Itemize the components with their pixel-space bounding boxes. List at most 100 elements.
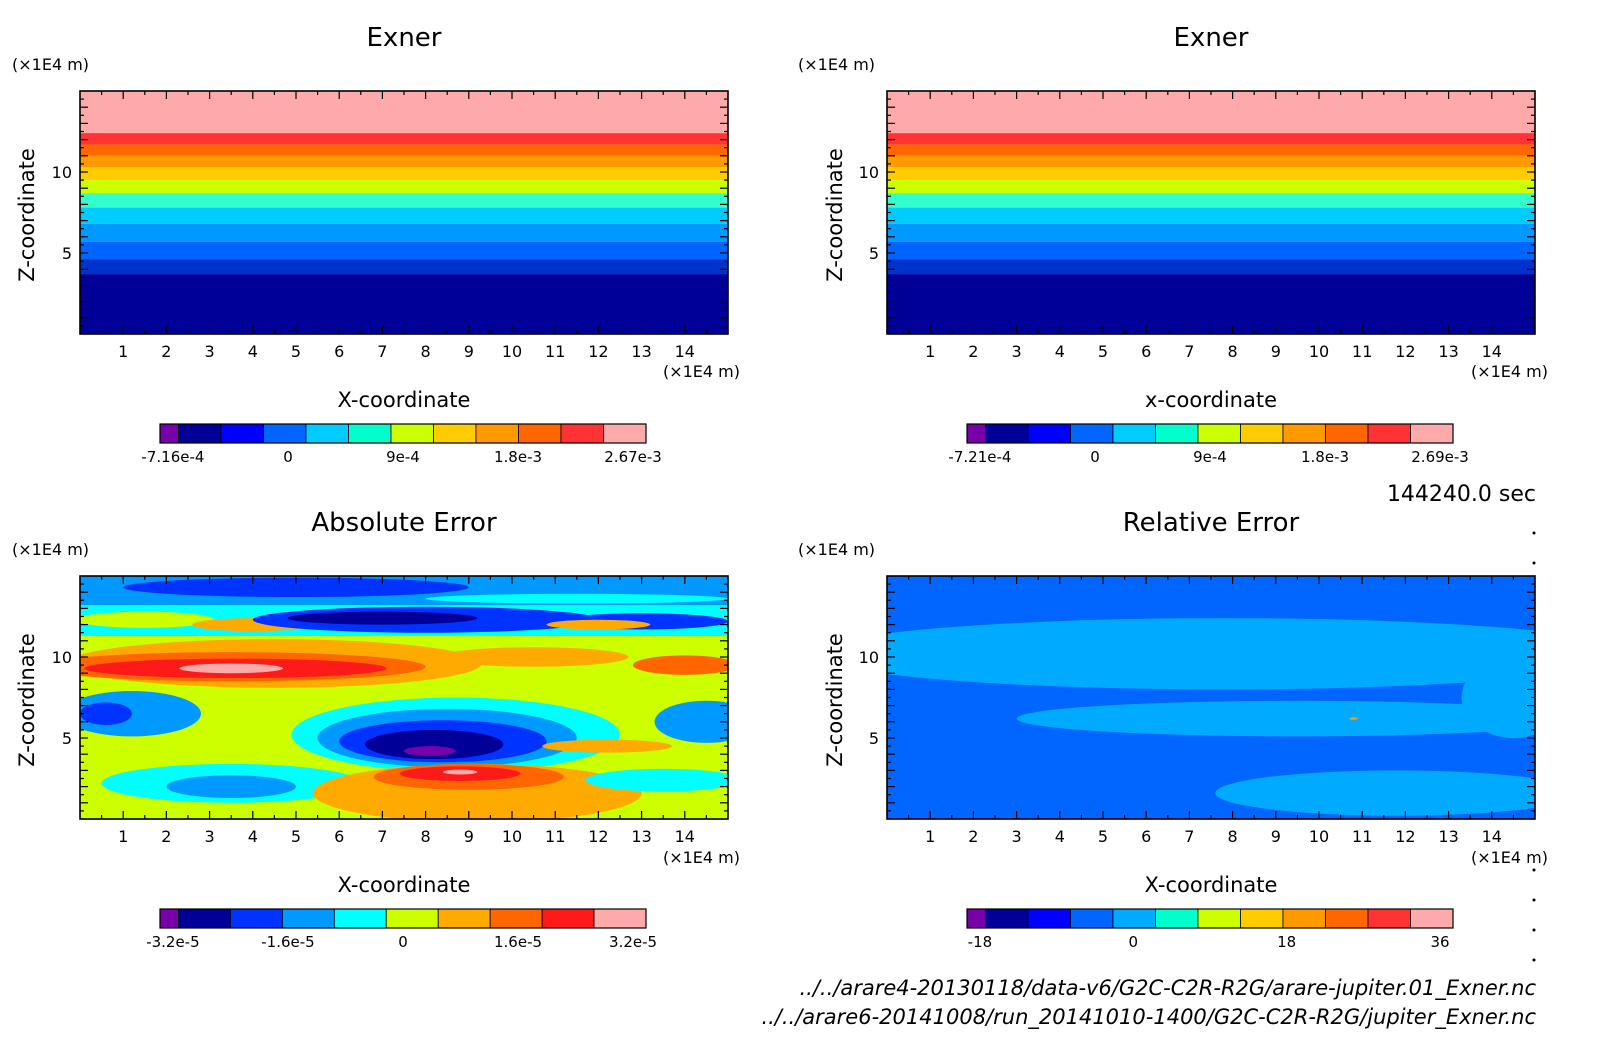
colorbar-swatch	[985, 908, 1029, 929]
contour-region	[654, 700, 728, 743]
x-tick-label: 14	[1482, 827, 1502, 846]
x-tick-label: 3	[205, 342, 215, 361]
x-tick-label: 3	[205, 827, 215, 846]
colorbar-swatch	[305, 423, 349, 444]
dot	[1532, 958, 1536, 962]
colorbar-swatch	[390, 423, 434, 444]
contour-region	[438, 647, 629, 667]
colorbar-swatch	[966, 908, 986, 929]
colorbar-label: 2.69e-3	[1411, 448, 1469, 466]
x-tick-label: 6	[334, 342, 344, 361]
x-tick-label: 9	[1271, 342, 1281, 361]
contour-band	[80, 274, 728, 334]
plot-area	[887, 91, 1535, 334]
x-tick-label: 5	[1098, 827, 1108, 846]
file-path-2: ../../arare6-20141008/run_20141010-1400/…	[761, 1005, 1536, 1030]
contour-region	[1461, 657, 1535, 738]
colorbar-swatch	[1325, 908, 1369, 929]
contour-region	[1016, 700, 1535, 737]
colorbar: -7.16e-4 0 9e-4 1.8e-3 2.67e-3	[141, 423, 662, 466]
contour-band	[887, 241, 1535, 260]
colorbar-swatch	[1282, 423, 1326, 444]
timestamp: 144240.0 sec	[1387, 482, 1536, 507]
contour-band	[80, 207, 728, 224]
colorbar-label: 2.67e-3	[604, 448, 662, 466]
colorbar-swatch	[518, 423, 562, 444]
dot	[1532, 531, 1536, 535]
colorbar-swatch	[1325, 423, 1369, 444]
colorbar-swatch	[1112, 423, 1156, 444]
x-tick-label: 4	[248, 827, 258, 846]
panel-title: Exner	[1174, 23, 1249, 53]
y-axis-label: Z-coordinate	[15, 148, 39, 282]
contour-band	[80, 193, 728, 208]
contour-region	[404, 746, 456, 756]
contour-band	[887, 223, 1535, 242]
x-axis-unit: (×1E4 m)	[663, 362, 740, 381]
colorbar-swatch	[230, 908, 283, 929]
x-tick-label: 14	[675, 827, 695, 846]
x-tick-label: 13	[631, 342, 651, 361]
x-tick-label: 7	[377, 342, 387, 361]
colorbar-swatch	[593, 908, 647, 929]
x-tick-label: 4	[1055, 342, 1065, 361]
contour-band	[80, 133, 728, 145]
y-tick-label: 5	[869, 244, 879, 263]
panel-title: Exner	[367, 23, 442, 53]
colorbar-label: 9e-4	[1193, 448, 1227, 466]
y-axis-label: Z-coordinate	[15, 633, 39, 767]
colorbar-swatch	[489, 908, 543, 929]
colorbar-swatch	[475, 423, 519, 444]
colorbar-frame	[159, 423, 647, 444]
x-tick-label: 11	[545, 342, 565, 361]
colorbar-label: 0	[283, 448, 293, 466]
colorbar-label: -1.6e-5	[261, 933, 314, 951]
x-tick-label: 9	[464, 342, 474, 361]
contour-fill	[887, 576, 1535, 819]
colorbar-swatch	[1282, 908, 1326, 929]
colorbar-swatch	[333, 908, 387, 929]
plot-area	[80, 576, 728, 819]
x-axis-label: x-coordinate	[1145, 388, 1277, 412]
contour-region	[546, 619, 651, 630]
contour-region	[365, 729, 504, 760]
colorbar-swatch	[159, 423, 179, 444]
colorbar-swatch	[603, 423, 647, 444]
contour-region	[287, 611, 478, 625]
x-tick-label: 3	[1012, 827, 1022, 846]
colorbar: -18 0 18 36	[966, 908, 1454, 951]
contour-region	[1215, 770, 1535, 816]
colorbar-swatch	[541, 908, 595, 929]
colorbar-frame	[159, 908, 647, 929]
contour-region	[166, 775, 296, 798]
x-tick-label: 13	[631, 827, 651, 846]
x-tick-label: 12	[1395, 827, 1415, 846]
colorbar-swatch	[1240, 423, 1284, 444]
contour-band	[80, 259, 728, 275]
contour-band	[80, 223, 728, 242]
colorbar-swatch	[1410, 423, 1454, 444]
contour-band	[887, 193, 1535, 208]
contour-fill	[80, 91, 728, 334]
x-tick-label: 2	[968, 342, 978, 361]
contour-region	[442, 769, 478, 775]
x-tick-label: 2	[161, 827, 171, 846]
y-tick-label: 10	[52, 163, 72, 182]
x-tick-label: 9	[1271, 827, 1281, 846]
contour-band	[887, 259, 1535, 275]
colorbar-swatch	[560, 423, 604, 444]
plot-area	[887, 576, 1535, 819]
colorbar-label: 0	[1129, 933, 1139, 951]
plot-area	[80, 91, 728, 334]
colorbar-swatch	[433, 423, 477, 444]
x-tick-label: 12	[1395, 342, 1415, 361]
colorbar-swatch	[281, 908, 335, 929]
x-tick-label: 1	[118, 342, 128, 361]
x-tick-label: 6	[1141, 827, 1151, 846]
colorbar-label: 1.8e-3	[494, 448, 542, 466]
colorbar-label: 9e-4	[386, 448, 420, 466]
contour-band	[80, 167, 728, 181]
colorbar-swatch	[159, 908, 179, 929]
